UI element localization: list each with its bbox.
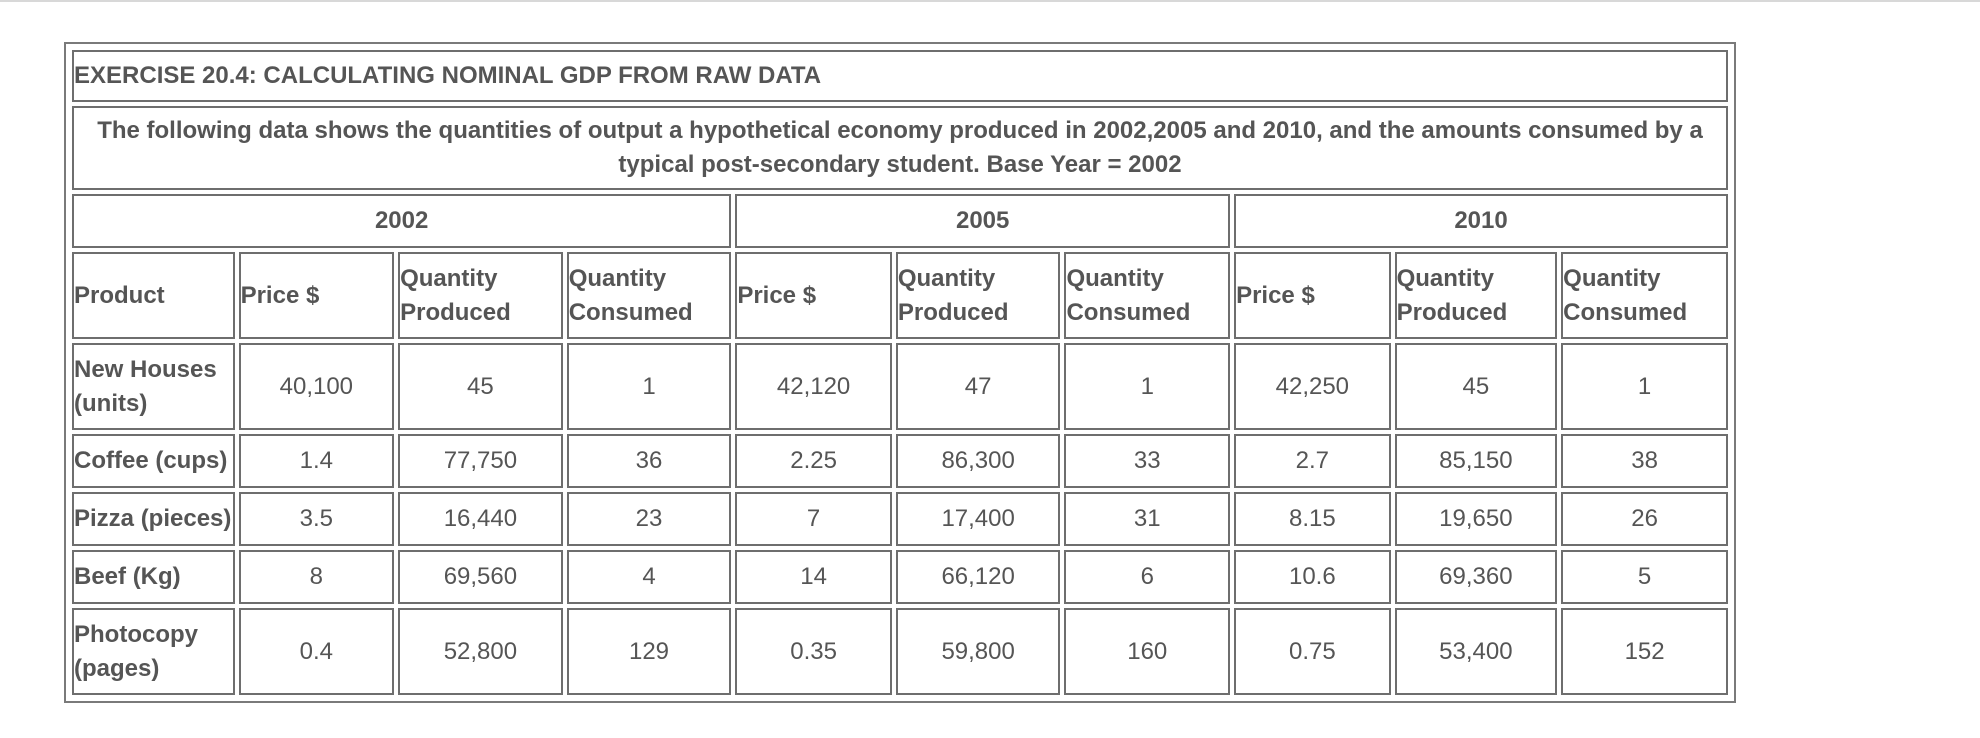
price-value: 3.5 <box>238 492 395 546</box>
price-value: 8 <box>238 550 395 604</box>
quantity-consumed-value: 6 <box>1064 550 1231 604</box>
price-value: 42,250 <box>1234 343 1391 430</box>
quantity-produced-column-header: Quantity Produced <box>1394 252 1558 339</box>
price-column-header: Price $ <box>1234 252 1391 339</box>
quantity-produced-value: 69,360 <box>1394 550 1558 604</box>
product-name: Pizza (pieces) <box>72 492 235 546</box>
top-divider <box>0 0 1980 2</box>
quantity-produced-value: 45 <box>1394 343 1558 430</box>
table-row: Coffee (cups) 1.4 77,750 36 2.25 86,300 … <box>72 434 1728 488</box>
price-value: 0.35 <box>735 608 892 695</box>
quantity-consumed-column-header: Quantity Consumed <box>1064 252 1231 339</box>
product-name: Beef (Kg) <box>72 550 235 604</box>
quantity-produced-value: 16,440 <box>398 492 563 546</box>
quantity-consumed-value: 31 <box>1064 492 1231 546</box>
quantity-consumed-value: 23 <box>566 492 732 546</box>
gdp-data-table: EXERCISE 20.4: CALCULATING NOMINAL GDP F… <box>68 46 1732 699</box>
exercise-sheet: EXERCISE 20.4: CALCULATING NOMINAL GDP F… <box>64 42 1736 703</box>
quantity-produced-column-header: Quantity Produced <box>895 252 1061 339</box>
quantity-consumed-value: 26 <box>1561 492 1728 546</box>
table-row: New Houses (units) 40,100 45 1 42,120 47 … <box>72 343 1728 430</box>
quantity-consumed-value: 160 <box>1064 608 1231 695</box>
product-column-header: Product <box>72 252 235 339</box>
exercise-description: The following data shows the quantities … <box>72 106 1728 190</box>
table-row: Beef (Kg) 8 69,560 4 14 66,120 6 10.6 69… <box>72 550 1728 604</box>
product-name: Photocopy (pages) <box>72 608 235 695</box>
price-value: 14 <box>735 550 892 604</box>
quantity-consumed-value: 152 <box>1561 608 1728 695</box>
quantity-produced-value: 59,800 <box>895 608 1061 695</box>
quantity-consumed-value: 33 <box>1064 434 1231 488</box>
quantity-produced-value: 85,150 <box>1394 434 1558 488</box>
quantity-consumed-value: 38 <box>1561 434 1728 488</box>
price-value: 2.25 <box>735 434 892 488</box>
quantity-produced-value: 86,300 <box>895 434 1061 488</box>
quantity-produced-column-header: Quantity Produced <box>398 252 563 339</box>
price-value: 40,100 <box>238 343 395 430</box>
quantity-consumed-value: 1 <box>1561 343 1728 430</box>
year-header-2005: 2005 <box>735 194 1231 248</box>
price-column-header: Price $ <box>238 252 395 339</box>
quantity-consumed-value: 5 <box>1561 550 1728 604</box>
year-header-2002: 2002 <box>72 194 732 248</box>
quantity-produced-value: 17,400 <box>895 492 1061 546</box>
quantity-produced-value: 52,800 <box>398 608 563 695</box>
price-value: 7 <box>735 492 892 546</box>
table-row: Pizza (pieces) 3.5 16,440 23 7 17,400 31… <box>72 492 1728 546</box>
quantity-consumed-value: 4 <box>566 550 732 604</box>
quantity-produced-value: 53,400 <box>1394 608 1558 695</box>
price-value: 1.4 <box>238 434 395 488</box>
exercise-title: EXERCISE 20.4: CALCULATING NOMINAL GDP F… <box>72 50 1728 102</box>
price-column-header: Price $ <box>735 252 892 339</box>
product-name: Coffee (cups) <box>72 434 235 488</box>
quantity-produced-value: 69,560 <box>398 550 563 604</box>
price-value: 42,120 <box>735 343 892 430</box>
year-header-2010: 2010 <box>1234 194 1728 248</box>
price-value: 0.4 <box>238 608 395 695</box>
quantity-consumed-column-header: Quantity Consumed <box>566 252 732 339</box>
price-value: 2.7 <box>1234 434 1391 488</box>
price-value: 0.75 <box>1234 608 1391 695</box>
quantity-consumed-value: 129 <box>566 608 732 695</box>
price-value: 8.15 <box>1234 492 1391 546</box>
product-name: New Houses (units) <box>72 343 235 430</box>
quantity-produced-value: 66,120 <box>895 550 1061 604</box>
column-header-row: Product Price $ Quantity Produced Quantit… <box>72 252 1728 339</box>
price-value: 10.6 <box>1234 550 1391 604</box>
quantity-produced-value: 47 <box>895 343 1061 430</box>
quantity-produced-value: 19,650 <box>1394 492 1558 546</box>
quantity-consumed-column-header: Quantity Consumed <box>1561 252 1728 339</box>
quantity-produced-value: 77,750 <box>398 434 563 488</box>
quantity-consumed-value: 1 <box>1064 343 1231 430</box>
table-row: Photocopy (pages) 0.4 52,800 129 0.35 59,… <box>72 608 1728 695</box>
quantity-consumed-value: 1 <box>566 343 732 430</box>
quantity-consumed-value: 36 <box>566 434 732 488</box>
quantity-produced-value: 45 <box>398 343 563 430</box>
